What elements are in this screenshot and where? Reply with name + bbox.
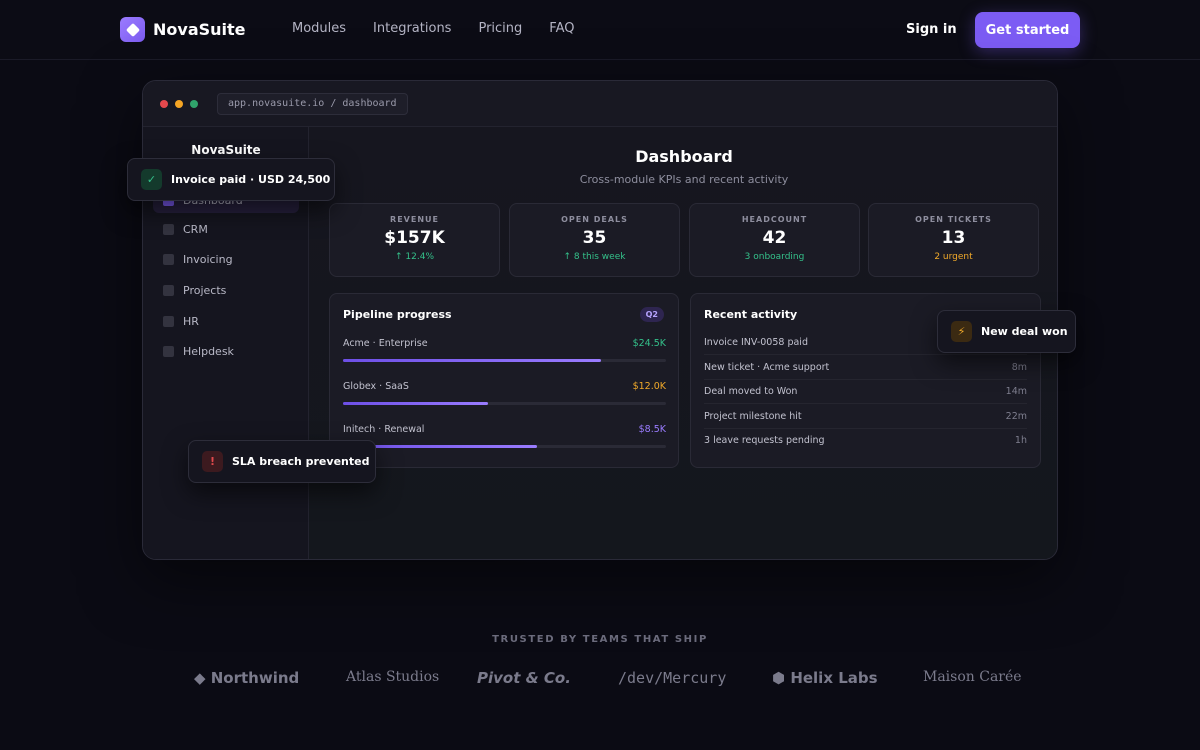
activity-row[interactable]: 3 leave requests pending 1h: [704, 429, 1027, 453]
customer-logo-pivot-co: Pivot & Co.: [477, 669, 571, 687]
pipeline-panel: Pipeline progress Q2 Acme · Enterprise $…: [329, 293, 679, 468]
pipeline-title: Pipeline progress: [343, 308, 452, 321]
kpi-label: OPEN TICKETS: [915, 215, 992, 224]
sidebar-item-projects[interactable]: Projects: [153, 277, 299, 303]
activity-title: Recent activity: [704, 308, 798, 321]
lightning-icon: ⚡: [951, 321, 972, 342]
deal-name: Acme · Enterprise: [343, 338, 428, 349]
customer-logo-helix-labs: ⬢ Helix Labs: [772, 669, 878, 687]
toast-text: SLA breach prevented: [232, 455, 370, 468]
deal-name: Initech · Renewal: [343, 424, 425, 435]
activity-time: 14m: [1005, 386, 1027, 397]
brand[interactable]: NovaSuite: [120, 17, 246, 42]
nav-links: Modules Integrations Pricing FAQ: [292, 21, 601, 36]
sidebar-item-label: CRM: [183, 222, 208, 236]
page-subtitle: Cross-module KPIs and recent activity: [579, 173, 789, 186]
kpi-delta: ↑ 8 this week: [563, 252, 626, 262]
activity-time: 22m: [1005, 411, 1027, 422]
sidebar-item-invoicing[interactable]: Invoicing: [153, 246, 299, 272]
brand-logo-icon: [120, 17, 145, 42]
kpi-value: $157K: [384, 228, 445, 248]
progress-track: [343, 445, 666, 448]
kpi-card-revenue[interactable]: REVENUE $157K ↑ 12.4%: [329, 203, 500, 277]
quarter-badge: Q2: [639, 307, 664, 322]
customer-logo-dev-mercury: /dev/Mercury: [618, 669, 727, 687]
app-window-preview: app.novasuite.io / dashboard NovaSuite D…: [142, 80, 1058, 560]
kpi-card-open-deals[interactable]: OPEN DEALS 35 ↑ 8 this week: [509, 203, 680, 277]
activity-text: 3 leave requests pending: [704, 435, 825, 446]
nav-link-integrations[interactable]: Integrations: [373, 21, 452, 36]
toast-invoice-paid: ✓ Invoice paid · USD 24,500: [127, 158, 335, 201]
kpi-card-open-tickets[interactable]: OPEN TICKETS 13 2 urgent: [868, 203, 1039, 277]
helpdesk-icon: [163, 345, 174, 357]
sidebar-item-hr[interactable]: HR: [153, 308, 299, 334]
activity-row[interactable]: New ticket · Acme support 8m: [704, 356, 1027, 380]
alert-icon: !: [202, 451, 223, 472]
kpi-delta: ↑ 12.4%: [395, 252, 434, 262]
hr-icon: [163, 315, 174, 327]
kpi-delta: 2 urgent: [934, 252, 973, 262]
progress-track: [343, 402, 666, 405]
kpi-label: HEADCOUNT: [741, 215, 808, 224]
activity-row[interactable]: Invoice INV-0058 paid: [704, 331, 1027, 355]
invoicing-icon: [163, 253, 174, 265]
window-titlebar: app.novasuite.io / dashboard: [143, 81, 1057, 127]
sidebar-item-label: Projects: [183, 283, 227, 297]
kpi-value: 42: [762, 228, 787, 248]
sidebar-item-crm[interactable]: CRM: [153, 216, 299, 242]
trusted-by-title: TRUSTED BY TEAMS THAT SHIP: [492, 634, 708, 645]
sign-in-link[interactable]: Sign in: [906, 22, 957, 37]
sidebar-item-label: Helpdesk: [183, 344, 234, 358]
nav-link-modules[interactable]: Modules: [292, 21, 347, 36]
maximize-dot-icon: [190, 100, 198, 108]
sidebar-item-label: Invoicing: [183, 252, 233, 266]
minimize-dot-icon: [175, 100, 183, 108]
url-bar: app.novasuite.io / dashboard: [217, 93, 408, 115]
kpi-label: OPEN DEALS: [561, 215, 628, 224]
deal-name: Globex · SaaS: [343, 381, 409, 392]
deal-value: $24.5K: [632, 338, 666, 349]
customer-logo-atlas-studios: Atlas Studios: [346, 669, 440, 685]
sidebar-item-label: HR: [183, 314, 199, 328]
toast-text: New deal won: [981, 325, 1068, 338]
progress-fill: [343, 445, 537, 448]
nav-link-pricing[interactable]: Pricing: [478, 21, 523, 36]
activity-row[interactable]: Project milestone hit 22m: [704, 405, 1027, 429]
nav-link-faq[interactable]: FAQ: [549, 21, 575, 36]
kpi-value: 35: [582, 228, 607, 248]
projects-icon: [163, 284, 174, 296]
page-title: Dashboard: [635, 147, 733, 166]
toast-sla-breach: ! SLA breach prevented: [188, 440, 376, 483]
kpi-value: 13: [941, 228, 966, 248]
activity-text: Project milestone hit: [704, 411, 802, 422]
top-nav: NovaSuite Modules Integrations Pricing F…: [0, 0, 1200, 60]
deal-value: $12.0K: [632, 381, 666, 392]
activity-time: 8m: [1011, 362, 1027, 373]
toast-new-deal: ⚡ New deal won: [937, 310, 1076, 353]
deal-value: $8.5K: [638, 424, 666, 435]
activity-time: 1h: [1014, 435, 1027, 446]
customer-logo-northwind: ◆ Northwind: [194, 669, 300, 687]
crm-icon: [163, 223, 174, 235]
toast-text: Invoice paid · USD 24,500: [171, 173, 331, 186]
activity-text: New ticket · Acme support: [704, 362, 830, 373]
activity-row[interactable]: Deal moved to Won 14m: [704, 380, 1027, 404]
check-icon: ✓: [141, 169, 162, 190]
close-dot-icon: [160, 100, 168, 108]
sidebar-title: NovaSuite: [191, 143, 261, 157]
progress-fill: [343, 402, 489, 405]
sidebar-item-helpdesk[interactable]: Helpdesk: [153, 338, 299, 364]
progress-fill: [343, 359, 602, 362]
activity-text: Deal moved to Won: [704, 386, 798, 397]
activity-text: Invoice INV-0058 paid: [704, 337, 808, 348]
progress-track: [343, 359, 666, 362]
kpi-label: REVENUE: [390, 215, 439, 224]
brand-name: NovaSuite: [153, 20, 246, 39]
customer-logo-maison-caree: Maison Carée: [923, 669, 1022, 685]
get-started-button[interactable]: Get started: [975, 12, 1080, 48]
kpi-delta: 3 onboarding: [744, 252, 805, 262]
kpi-card-headcount[interactable]: HEADCOUNT 42 3 onboarding: [689, 203, 860, 277]
